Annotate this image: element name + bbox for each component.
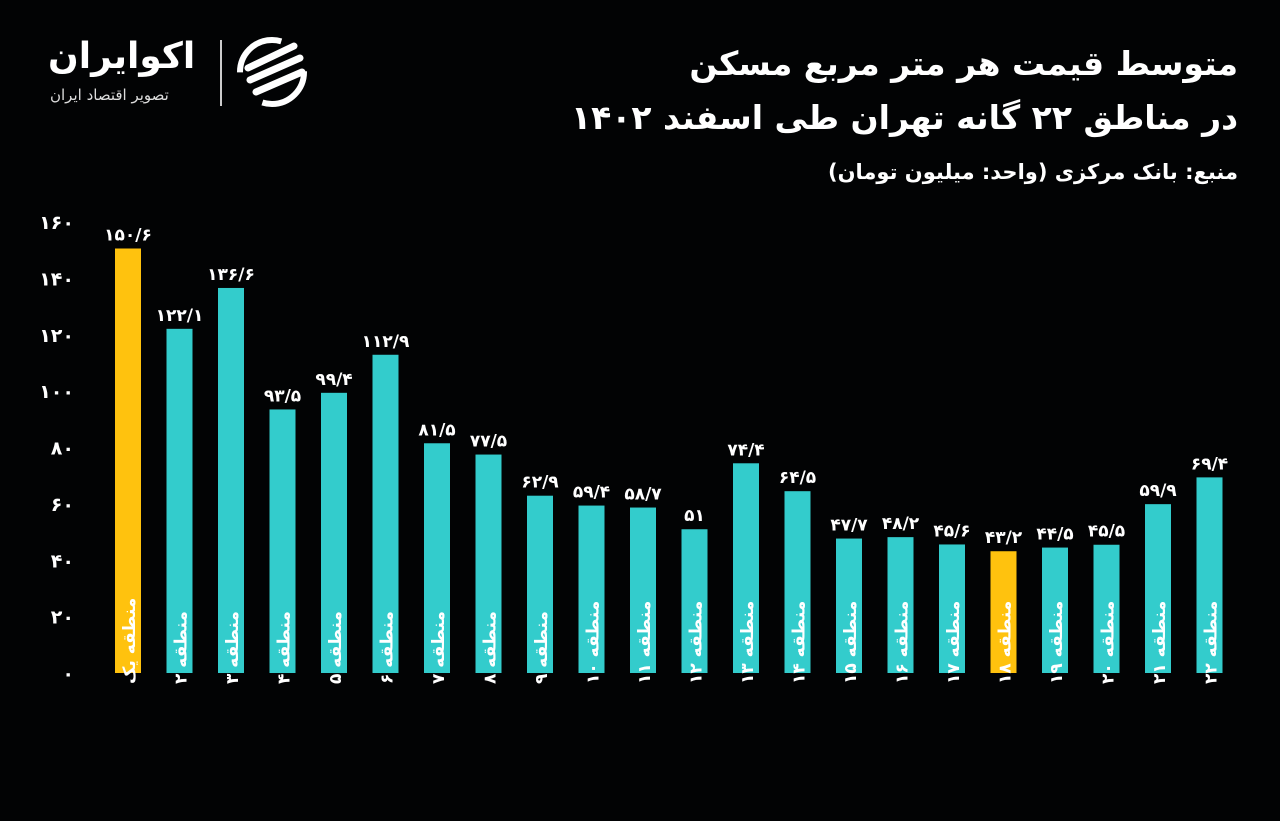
data-label: ۴۸/۲ <box>882 514 920 534</box>
data-label: ۷۴/۴ <box>727 440 764 460</box>
data-label: ۶۴/۵ <box>779 468 816 488</box>
y-tick-label: ۸۰ <box>51 438 74 460</box>
bar <box>372 354 399 673</box>
bar <box>1145 504 1171 673</box>
y-tick-label: ۰ <box>62 663 74 685</box>
x-tick-label: منطقه ۱۱ <box>635 601 655 684</box>
data-label: ۶۲/۹ <box>521 473 559 493</box>
bar <box>166 328 193 673</box>
x-tick-label: منطقه ۱۴ <box>790 601 810 684</box>
source-note: منبع: بانک مرکزی (واحد: میلیون تومان) <box>828 160 1238 184</box>
bar <box>424 443 450 673</box>
x-tick-label: منطقه ۲۲ <box>1202 601 1222 684</box>
x-tick-label: منطقه ۱۰ <box>584 601 604 684</box>
logo-name: اکوایران <box>48 36 196 77</box>
data-label: ۱۱۲/۹ <box>362 332 410 352</box>
y-tick-label: ۱۶۰ <box>39 212 74 234</box>
bar <box>681 529 708 673</box>
bar <box>990 551 1017 673</box>
bar <box>475 454 502 673</box>
bar <box>115 248 141 673</box>
data-label: ۴۴/۵ <box>1036 525 1073 545</box>
bar <box>836 538 862 673</box>
bar <box>887 537 914 673</box>
y-tick-label: ۱۲۰ <box>39 325 74 347</box>
x-tick-label: منطقه ۱۶ <box>893 601 913 684</box>
data-label: ۴۵/۶ <box>933 521 970 541</box>
logo-mark-icon <box>237 37 307 107</box>
x-tick-label: منطقه ۳ <box>223 611 243 684</box>
bar <box>269 409 296 673</box>
data-label: ۴۵/۵ <box>1088 522 1125 542</box>
data-label: ۷۷/۵ <box>470 432 507 452</box>
data-label: ۱۵۰/۶ <box>104 225 152 245</box>
data-label: ۴۳/۲ <box>985 528 1023 548</box>
bar <box>630 507 656 673</box>
x-tick-label: منطقه ۱۳ <box>738 601 758 684</box>
bar <box>578 505 605 673</box>
x-tick-label: منطقه ۴ <box>275 611 295 684</box>
logo-divider <box>220 40 222 106</box>
chart-title-line1: متوسط قیمت هر متر مربع مسکن <box>689 44 1238 83</box>
x-tick-label: منطقه ۷ <box>429 611 449 684</box>
x-tick-label: منطقه ۲ <box>172 611 192 684</box>
y-tick-label: ۱۰۰ <box>39 381 74 403</box>
x-tick-label: منطقه ۲۱ <box>1150 601 1170 684</box>
data-label: ۱۳۶/۶ <box>207 265 255 285</box>
bar <box>733 463 759 673</box>
data-label: ۵۱ <box>684 506 705 526</box>
x-tick-label: منطقه ۲۰ <box>1099 601 1119 684</box>
data-label: ۵۹/۴ <box>573 483 610 503</box>
data-label: ۶۹/۴ <box>1191 454 1228 474</box>
data-label: ۴۷/۷ <box>830 516 868 536</box>
x-tick-label: منطقه ۱۸ <box>996 601 1016 684</box>
bar <box>784 491 811 673</box>
chart-title-line2: در مناطق ۲۲ گانه تهران طی اسفند ۱۴۰۲ <box>570 98 1238 137</box>
x-tick-label: منطقه ۸ <box>481 611 501 684</box>
data-label: ۸۱/۵ <box>418 420 455 440</box>
x-tick-label: منطقه ۱۵ <box>841 601 861 684</box>
data-label: ۵۸/۷ <box>624 485 662 505</box>
logo-tagline: تصویر اقتصاد ایران <box>50 86 169 104</box>
y-tick-label: ۲۰ <box>51 607 74 629</box>
data-label: ۱۲۲/۱ <box>156 306 204 326</box>
logo: اکوایران تصویر اقتصاد ایران <box>48 34 318 114</box>
x-tick-label: منطقه ۵ <box>326 611 346 684</box>
data-label: ۹۳/۵ <box>264 386 301 406</box>
data-label: ۵۹/۹ <box>1139 481 1177 501</box>
y-tick-label: ۴۰ <box>51 550 74 572</box>
bar <box>1042 547 1068 673</box>
bar <box>527 495 553 673</box>
y-tick-label: ۶۰ <box>51 494 74 516</box>
x-tick-label: منطقه ۹ <box>532 611 552 684</box>
x-tick-label: منطقه ۶ <box>378 611 398 684</box>
bar <box>321 392 347 673</box>
x-tick-label: منطقه ۱۲ <box>687 601 707 684</box>
bar <box>939 544 965 673</box>
bar <box>1093 544 1120 673</box>
y-tick-label: ۱۴۰ <box>39 268 74 290</box>
bar <box>1196 477 1223 673</box>
x-tick-label: منطقه ۱۷ <box>944 601 964 684</box>
data-label: ۹۹/۴ <box>315 370 352 390</box>
x-tick-label: منطقه ۱۹ <box>1047 601 1067 684</box>
bar <box>218 287 244 673</box>
x-tick-label: منطقه یک <box>120 598 140 684</box>
